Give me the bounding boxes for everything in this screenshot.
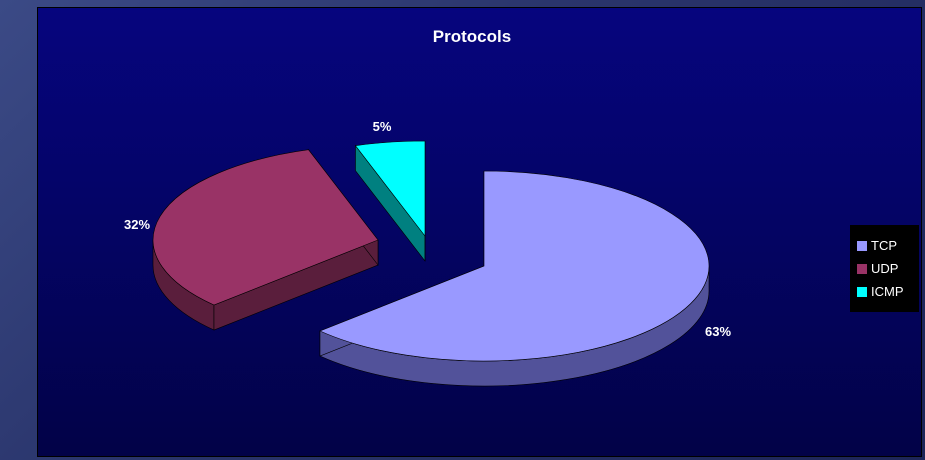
- data-label-icmp: 5%: [373, 119, 392, 134]
- legend-item-icmp: ICMP: [857, 280, 919, 303]
- slice-udp: [152, 149, 379, 306]
- chart-title: Protocols: [433, 27, 511, 46]
- data-label-tcp: 63%: [705, 324, 731, 339]
- chart-frame: Protocols 63% 32% 5% TCP UDP ICMP: [37, 7, 922, 457]
- legend-label-icmp: ICMP: [871, 284, 904, 299]
- legend: TCP UDP ICMP: [850, 225, 919, 312]
- legend-swatch-udp: [857, 263, 867, 274]
- legend-label-tcp: TCP: [871, 238, 897, 253]
- legend-swatch-tcp: [857, 240, 867, 251]
- slice-tcp: [319, 170, 710, 362]
- legend-label-udp: UDP: [871, 261, 899, 276]
- slice-icmp: [354, 140, 426, 237]
- legend-item-udp: UDP: [857, 257, 919, 280]
- pie-chart: Protocols 63% 32% 5%: [124, 27, 731, 387]
- legend-swatch-icmp: [857, 286, 867, 297]
- legend-item-tcp: TCP: [857, 234, 919, 257]
- data-label-udp: 32%: [124, 217, 150, 232]
